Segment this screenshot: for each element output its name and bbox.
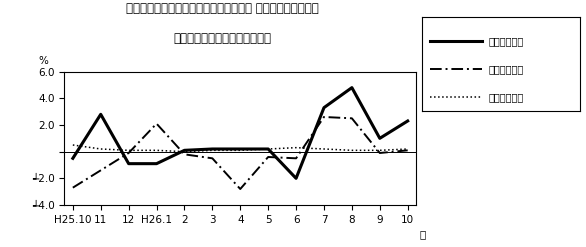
常用雇用指数 <box>69 144 76 146</box>
総実労働時間 <box>125 151 132 154</box>
常用雇用指数 <box>265 147 272 150</box>
現金給与総額 <box>181 149 188 152</box>
現金給与総額 <box>376 137 383 140</box>
総実労働時間 <box>348 117 355 120</box>
常用雇用指数 <box>209 149 216 152</box>
現金給与総額 <box>237 147 244 150</box>
Text: 第４図　賃金、労働時間、常用雇用指数 対前年同月比の推移: 第４図 賃金、労働時間、常用雇用指数 対前年同月比の推移 <box>127 2 319 16</box>
現金給与総額 <box>321 106 328 109</box>
常用雇用指数 <box>292 146 299 149</box>
総実労働時間 <box>97 169 104 172</box>
現金給与総額 <box>153 162 160 165</box>
現金給与総額 <box>348 86 355 89</box>
Line: 常用雇用指数: 常用雇用指数 <box>73 145 408 152</box>
常用雇用指数 <box>125 149 132 152</box>
総実労働時間 <box>181 153 188 156</box>
総実労働時間 <box>209 157 216 160</box>
常用雇用指数 <box>404 147 411 150</box>
常用雇用指数 <box>376 149 383 152</box>
常用雇用指数 <box>237 149 244 152</box>
常用雇用指数 <box>153 149 160 152</box>
Text: 月: 月 <box>420 229 426 239</box>
現金給与総額 <box>209 147 216 150</box>
総実労働時間 <box>265 156 272 159</box>
Line: 現金給与総額: 現金給与総額 <box>73 88 408 178</box>
現金給与総額 <box>97 113 104 116</box>
常用雇用指数 <box>181 150 188 153</box>
現金給与総額 <box>69 157 76 160</box>
総実労働時間 <box>292 157 299 160</box>
Text: （規模５人以上　調査産業計）: （規模５人以上 調査産業計） <box>173 32 272 45</box>
現金給与総額 <box>404 120 411 123</box>
現金給与総額 <box>292 177 299 180</box>
常用雇用指数 <box>348 149 355 152</box>
Text: 常用雇用指数: 常用雇用指数 <box>488 92 524 102</box>
総実労働時間 <box>153 122 160 125</box>
Text: 現金給与総額: 現金給与総額 <box>488 36 524 46</box>
Y-axis label: %: % <box>39 56 48 66</box>
Text: 総実労働時間: 総実労働時間 <box>488 64 524 74</box>
総実労働時間 <box>69 186 76 189</box>
常用雇用指数 <box>97 147 104 150</box>
現金給与総額 <box>265 147 272 150</box>
総実労働時間 <box>376 151 383 154</box>
Line: 総実労働時間: 総実労働時間 <box>73 117 408 189</box>
総実労働時間 <box>237 187 244 190</box>
現金給与総額 <box>125 162 132 165</box>
総実労働時間 <box>321 116 328 119</box>
常用雇用指数 <box>321 147 328 150</box>
総実労働時間 <box>404 149 411 152</box>
